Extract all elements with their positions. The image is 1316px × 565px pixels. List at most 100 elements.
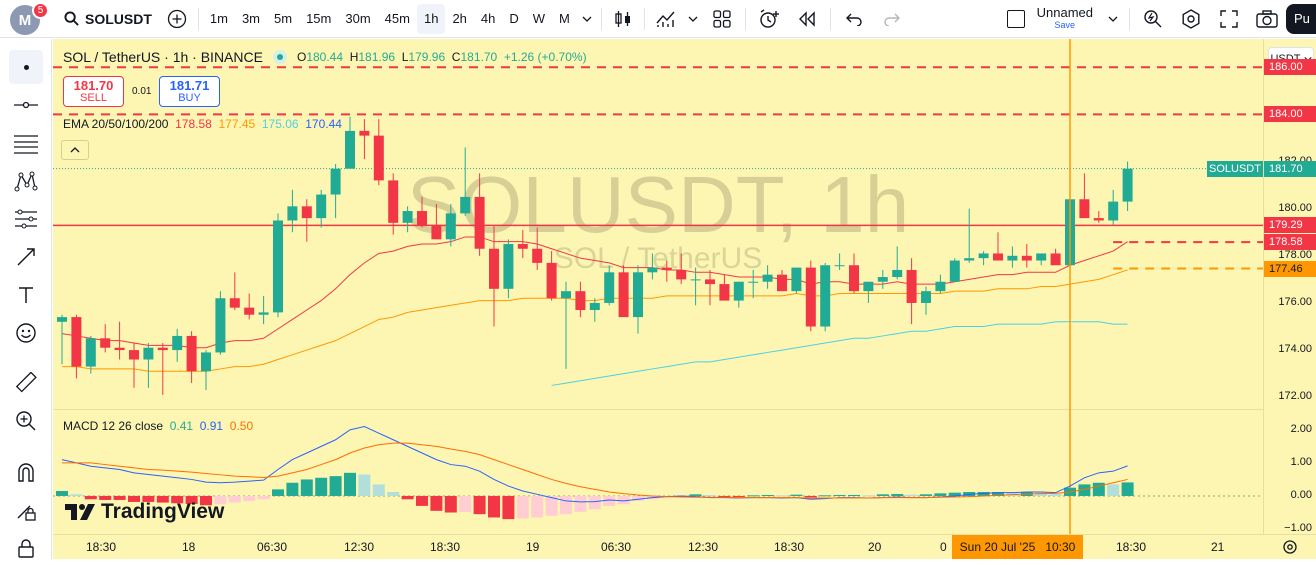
macd-histogram-bar (502, 495, 515, 520)
quick-search-button[interactable] (1134, 0, 1172, 38)
grid-icon (713, 9, 731, 28)
macd-histogram-bar (315, 477, 328, 496)
forecast-icon (15, 209, 37, 229)
cursor-tool[interactable] (9, 50, 43, 84)
symbol-price-tag: SOLUSDT (1207, 160, 1263, 177)
candle-body (777, 274, 787, 292)
symbol-search-button[interactable]: SOLUSDT (56, 0, 160, 38)
compare-button[interactable] (160, 0, 194, 38)
chart-pane[interactable]: SOLUSDT, 1h SOL / TetherUS SOL / TetherU… (53, 39, 1263, 534)
brush-tool[interactable] (9, 240, 43, 274)
macd-legend[interactable]: MACD 12 26 close 0.41 0.91 0.50 (63, 419, 253, 433)
macd-histogram-bar (617, 495, 630, 505)
price-label: 174.00 (1278, 343, 1312, 356)
redo-button[interactable] (873, 0, 911, 38)
timeframe-45m[interactable]: 45m (384, 11, 410, 26)
candle-body (589, 302, 600, 311)
trend-line-tool[interactable] (9, 88, 43, 122)
timeframe-1h[interactable]: 1h (416, 3, 446, 34)
time-label: 06:30 (257, 540, 288, 554)
lock-all-tool[interactable] (9, 531, 43, 565)
candle-body (143, 347, 154, 360)
layout-name: Unnamed (1036, 4, 1093, 20)
ema20-line (61, 236, 1128, 349)
time-label: 12:30 (688, 540, 719, 554)
candle-body (114, 347, 125, 351)
candles-icon (615, 10, 630, 27)
symbol-name: SOLUSDT (85, 10, 152, 27)
candle-body (705, 279, 715, 285)
timeframe-dropdown[interactable] (577, 0, 597, 38)
time-scale[interactable]: 18:30 18 06:30 12:30 18:30 19 06:30 12:30 18:30 2… (53, 534, 1316, 559)
macd-histogram-bar (56, 491, 68, 496)
measure-tool[interactable] (9, 366, 43, 400)
search-flash-icon (1144, 9, 1162, 27)
timeframe-30m[interactable]: 30m (345, 11, 371, 26)
macd-scale-label: 0.00 (1290, 488, 1312, 501)
undo-button[interactable] (835, 0, 873, 38)
macd-histogram-bar (603, 495, 616, 506)
forecast-tool[interactable] (9, 202, 43, 236)
candle-body (618, 272, 629, 318)
pattern-tool[interactable] (9, 165, 43, 199)
emoji-tool[interactable] (9, 316, 43, 350)
publish-button[interactable]: Pu (1286, 3, 1316, 34)
symbol-title[interactable]: SOL / TetherUS · 1h · BINANCE (63, 49, 263, 65)
macd-histogram-bar (228, 495, 241, 503)
buy-button[interactable]: 181.71 BUY (159, 76, 220, 107)
ema-legend[interactable]: EMA 20/50/100/200 178.58 177.45 175.06 1… (63, 117, 342, 131)
indicators-button[interactable] (649, 0, 683, 38)
candle-body (719, 284, 730, 301)
gear-icon (1182, 8, 1200, 29)
candle-body (402, 211, 413, 223)
lock-drawings-tool[interactable] (9, 493, 43, 527)
candle-body (834, 265, 845, 267)
close-value: 181.70 (460, 50, 498, 64)
candle-body (733, 281, 744, 301)
timeframe-3m[interactable]: 3m (241, 11, 261, 26)
macd-signal-line (62, 442, 1128, 499)
tradingview-logo[interactable]: TradingView (65, 500, 224, 524)
layout-name-button[interactable]: Unnamed Save (1029, 0, 1101, 38)
snapshot-button[interactable] (1248, 0, 1286, 38)
magnet-icon (18, 463, 34, 482)
text-tool[interactable] (9, 278, 43, 312)
macd-histogram-bar (70, 494, 83, 496)
fib-tool[interactable] (9, 127, 43, 161)
macd-histogram-bar (387, 492, 400, 496)
sell-button[interactable]: 181.70 SELL (63, 76, 124, 107)
ruler-icon (15, 372, 37, 393)
settings-button[interactable] (1172, 0, 1210, 38)
indicators-dropdown[interactable] (683, 0, 703, 38)
timeframe-15m[interactable]: 15m (306, 11, 332, 26)
timeframe-1m[interactable]: 1m (209, 11, 228, 26)
timeframe-5m[interactable]: 5m (274, 11, 293, 26)
candle-body (791, 267, 802, 292)
candle-body (1108, 201, 1119, 221)
macd-histogram-bar (819, 495, 832, 497)
zoom-tool[interactable] (9, 404, 43, 438)
timeframe-2h[interactable]: 2h (452, 11, 467, 26)
macd-histogram-bar (156, 495, 169, 503)
layout-dropdown[interactable] (1101, 0, 1125, 38)
timeframe-4h[interactable]: 4h (480, 11, 496, 26)
layout-toggle[interactable] (1003, 0, 1029, 38)
macd-histogram-bar (257, 495, 270, 500)
fullscreen-icon (1220, 9, 1238, 28)
camera-icon (1256, 9, 1278, 28)
goto-date-icon[interactable] (1282, 539, 1298, 560)
bar-style-button[interactable] (606, 0, 640, 38)
macd-histogram-bar (761, 494, 774, 496)
alert-button[interactable] (750, 0, 788, 38)
timeframe-D[interactable]: D (509, 11, 519, 26)
candle-body (1007, 255, 1018, 261)
collapse-legend-button[interactable] (61, 140, 89, 160)
templates-button[interactable] (703, 0, 741, 38)
magnet-tool[interactable] (9, 455, 43, 489)
macd-histogram-bar (128, 495, 140, 502)
timeframe-W[interactable]: W (532, 11, 546, 26)
price-scale[interactable]: USDT 186.00184.00182.00180.00178.00176.0… (1207, 39, 1316, 534)
fullscreen-button[interactable] (1210, 0, 1248, 38)
timeframe-M[interactable]: M (559, 11, 570, 26)
replay-button[interactable] (788, 0, 826, 38)
